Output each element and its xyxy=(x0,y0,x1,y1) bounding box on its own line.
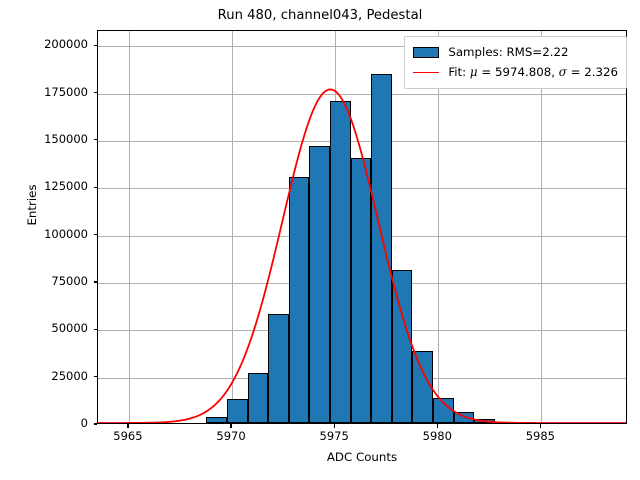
gridline-h xyxy=(98,140,626,142)
y-tick-mark xyxy=(93,91,97,94)
y-tick-mark xyxy=(93,233,97,236)
histogram-bar xyxy=(309,146,330,423)
x-tick-mark xyxy=(127,424,129,428)
x-tick-mark xyxy=(436,424,438,428)
gridline-v xyxy=(541,31,543,423)
y-tick-mark xyxy=(93,44,97,46)
sigma-value: = 2.326 xyxy=(566,65,618,79)
histogram-bar xyxy=(288,176,310,423)
y-tick-label: 75000 xyxy=(51,273,88,288)
y-tick-mark xyxy=(93,281,97,283)
y-tick-mark xyxy=(93,139,97,141)
histogram-bar xyxy=(412,351,434,423)
histogram-bar xyxy=(226,399,248,423)
x-axis-label: ADC Counts xyxy=(326,450,398,464)
gridline-v xyxy=(128,31,130,423)
y-tick-mark xyxy=(93,186,97,188)
gridline-h xyxy=(98,93,626,95)
y-tick-label: 25000 xyxy=(51,368,88,383)
y-tick-label: 0 xyxy=(80,416,88,430)
gridline-v xyxy=(438,31,440,423)
y-tick-label: 100000 xyxy=(44,226,88,241)
y-tick-label: 125000 xyxy=(44,179,88,194)
legend-line-icon xyxy=(413,71,440,73)
gridline-v xyxy=(232,31,234,423)
x-tick-mark xyxy=(333,424,335,428)
x-tick-label: 5970 xyxy=(216,429,246,443)
legend: Samples: RMS=2.22 Fit: μ = 5974.808, σ =… xyxy=(404,36,627,89)
histogram-bar xyxy=(350,157,372,423)
y-axis-label: Entries xyxy=(25,184,39,226)
x-tick-label: 5980 xyxy=(422,429,452,443)
histogram-bar xyxy=(206,417,227,423)
legend-label-samples: Samples: RMS=2.22 xyxy=(448,45,569,59)
y-tick-label: 200000 xyxy=(44,37,88,52)
plot-area xyxy=(97,30,627,424)
y-tick-label: 50000 xyxy=(51,321,88,336)
mu-symbol: μ xyxy=(469,65,478,79)
histogram-bar xyxy=(453,411,475,423)
x-tick-label: 5985 xyxy=(525,429,556,443)
fit-prefix: Fit: xyxy=(448,65,470,79)
legend-item-fit: Fit: μ = 5974.808, σ = 2.326 xyxy=(413,62,618,82)
mu-value: = 5974.808, xyxy=(477,65,559,79)
gridline-h xyxy=(98,46,626,48)
legend-patch-icon xyxy=(413,46,440,58)
y-tick-mark xyxy=(93,328,97,330)
page-title: Run 480, channel043, Pedestal xyxy=(217,8,423,23)
x-tick-mark xyxy=(230,424,232,428)
x-tick-label: 5965 xyxy=(113,429,143,443)
histogram-bar xyxy=(330,100,351,423)
y-tick-mark xyxy=(93,423,97,425)
legend-label-fit: Fit: μ = 5974.808, σ = 2.326 xyxy=(448,65,618,79)
histogram-bar xyxy=(268,314,289,423)
histogram-bar xyxy=(247,372,269,423)
y-tick-label: 150000 xyxy=(44,131,88,146)
legend-item-samples: Samples: RMS=2.22 xyxy=(413,42,618,62)
histogram-bar xyxy=(371,74,392,423)
x-tick-label: 5975 xyxy=(319,429,349,443)
y-tick-mark xyxy=(93,376,97,378)
gaussian-fit-curve xyxy=(98,31,626,423)
sigma-symbol: σ xyxy=(558,65,567,79)
x-tick-mark xyxy=(539,424,541,428)
y-tick-label: 175000 xyxy=(44,84,88,99)
